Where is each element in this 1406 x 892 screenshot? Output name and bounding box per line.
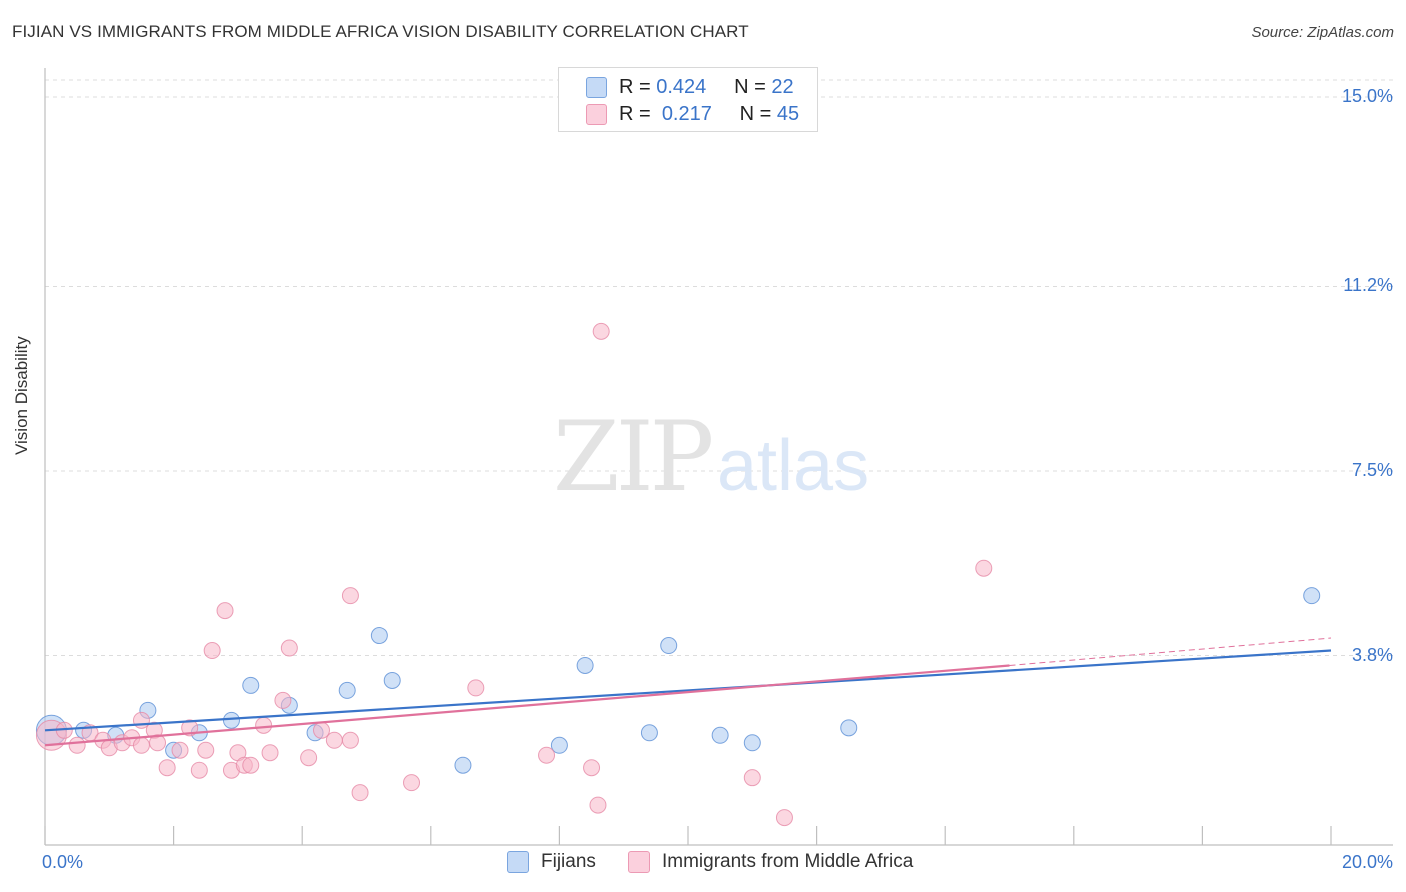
point-fijians: [242, 676, 260, 694]
point-middle-africa: [242, 756, 260, 774]
source-label: Source: ZipAtlas.com: [1251, 24, 1394, 41]
point-fijians: [550, 736, 568, 754]
legend-swatch-middle-africa: [586, 103, 607, 125]
point-middle-africa: [341, 731, 359, 749]
legend-item-middle-africa[interactable]: Immigrants from Middle Africa: [628, 851, 913, 873]
point-middle-africa: [300, 749, 318, 767]
trend-lines: [44, 637, 1332, 747]
y-tick-label: 15.0%: [1341, 86, 1393, 106]
y-axis-label: Vision Disability: [12, 336, 31, 455]
point-middle-africa: [775, 809, 793, 827]
point-middle-africa: [68, 736, 86, 754]
point-middle-africa: [325, 731, 343, 749]
point-middle-africa: [403, 774, 421, 792]
point-fijians: [711, 726, 729, 744]
legend-item-fijians[interactable]: Fijians: [507, 851, 596, 873]
trend-line-fijians: [44, 649, 1332, 732]
watermark-zip: ZIP: [553, 401, 712, 513]
point-fijians: [454, 756, 472, 774]
point-middle-africa: [158, 759, 176, 777]
x-tick-label-min: 0.0%: [42, 852, 84, 872]
y-tick-label: 3.8%: [1351, 644, 1393, 665]
n-value: 45: [776, 102, 800, 125]
point-middle-africa: [341, 587, 359, 605]
point-fijians: [576, 656, 594, 674]
point-middle-africa: [743, 769, 761, 787]
point-fijians: [370, 627, 388, 645]
n-label: N =: [734, 75, 766, 98]
point-middle-africa: [589, 796, 607, 814]
point-middle-africa: [261, 744, 279, 762]
gridlines: [45, 79, 1393, 657]
series-legend: Fijians Immigrants from Middle Africa: [0, 851, 1406, 877]
n-label: N =: [739, 102, 772, 125]
trend-line-middle-africa: [44, 664, 1010, 747]
y-tick-label: 7.5%: [1351, 460, 1393, 480]
axes: [44, 68, 1393, 846]
point-middle-africa: [255, 716, 273, 734]
correlation-legend: R = 0.424 N = 22 R = 0.217 N = 45: [558, 67, 818, 132]
point-middle-africa: [274, 691, 292, 709]
point-middle-africa: [975, 559, 993, 577]
point-fijians: [743, 734, 761, 752]
point-fijians: [222, 711, 240, 729]
legend-label-fijians: Fijians: [541, 851, 596, 872]
y-tick-label: 11.2%: [1343, 275, 1393, 296]
r-label: R =: [619, 102, 651, 125]
point-middle-africa: [467, 679, 485, 697]
chart-title: FIJIAN VS IMMIGRANTS FROM MIDDLE AFRICA …: [12, 22, 749, 41]
point-middle-africa: [216, 602, 234, 620]
data-points: [35, 322, 1321, 827]
point-middle-africa: [149, 734, 167, 752]
point-fijians: [640, 724, 658, 742]
watermark: ZIP atlas: [553, 401, 869, 513]
legend-swatch-fijians: [507, 851, 529, 873]
point-fijians: [1303, 587, 1321, 605]
x-tick-label-max: 20.0%: [1341, 852, 1393, 872]
point-middle-africa: [583, 759, 601, 777]
point-middle-africa: [280, 639, 298, 657]
r-value: 0.424: [656, 75, 707, 98]
r-value: 0.217: [661, 102, 712, 125]
watermark-atlas: atlas: [717, 426, 869, 506]
point-fijians: [660, 637, 678, 655]
point-fijians: [840, 719, 858, 737]
point-fijians: [338, 681, 356, 699]
point-middle-africa: [197, 741, 215, 759]
point-middle-africa: [171, 741, 189, 759]
legend-swatch-middle-africa: [628, 851, 650, 873]
point-middle-africa: [190, 761, 208, 779]
point-middle-africa: [351, 784, 369, 802]
point-middle-africa: [592, 322, 610, 340]
trend-line-middle-africa-extension: [1009, 637, 1332, 666]
point-fijians: [383, 671, 401, 689]
point-middle-africa: [538, 746, 556, 764]
point-middle-africa: [203, 642, 221, 660]
r-label: R =: [619, 75, 651, 98]
legend-swatch-fijians: [586, 76, 607, 98]
point-middle-africa: [181, 719, 199, 737]
point-middle-africa: [132, 736, 150, 754]
legend-label-middle-africa: Immigrants from Middle Africa: [662, 851, 914, 872]
n-value: 22: [771, 75, 794, 98]
